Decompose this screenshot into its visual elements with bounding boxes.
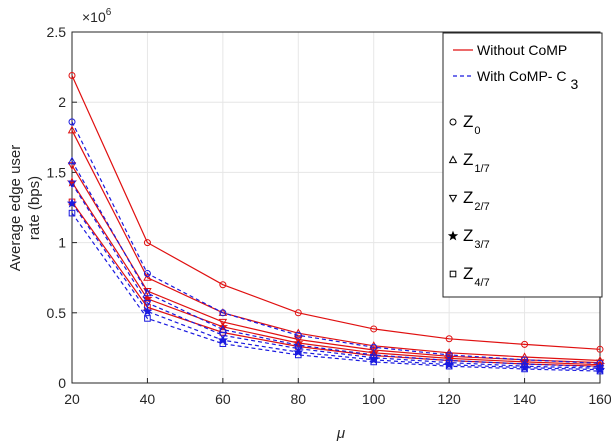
legend-marker-triangle-down	[448, 194, 458, 203]
legend-marker-square	[449, 270, 457, 278]
data-point	[370, 358, 378, 366]
series-without-comp-circle	[68, 72, 604, 353]
data-point	[67, 156, 77, 165]
legend-entry-marker: Z4/7	[449, 264, 490, 289]
data-point	[294, 336, 303, 345]
x-tick-label: 160	[588, 391, 611, 407]
legend-entry-marker: Z1/7	[448, 150, 490, 175]
data-point	[294, 345, 303, 354]
x-axis-label: μ	[336, 425, 345, 442]
data-point	[294, 351, 302, 359]
data-point	[143, 273, 152, 281]
data-point	[370, 325, 378, 333]
y-axis-multiplier: ×106	[82, 7, 112, 25]
legend-entry-marker: Z0	[449, 112, 481, 137]
y-tick-label: 1.5	[47, 164, 67, 180]
series-line	[71, 160, 601, 368]
x-tick-label: 120	[437, 391, 461, 407]
data-point	[143, 299, 152, 308]
data-point	[219, 309, 227, 317]
series-with-comp-square	[68, 209, 604, 375]
data-point	[219, 281, 227, 289]
x-tick-label: 100	[362, 391, 386, 407]
data-point	[445, 335, 453, 343]
series-line	[71, 121, 601, 364]
data-point	[67, 180, 77, 189]
x-tick-label: 140	[513, 391, 537, 407]
data-point	[67, 162, 77, 171]
data-point	[293, 337, 304, 348]
series-line	[71, 130, 601, 362]
x-axis-ticks: 20 40 60 80 100 120 140 160	[64, 378, 611, 407]
data-series	[66, 72, 606, 375]
legend-marker-label: Z2/7	[463, 188, 490, 213]
legend-entry-line: Without CoMP	[453, 42, 567, 58]
data-point	[294, 331, 302, 339]
y-tick-label: 1	[58, 235, 66, 251]
data-point	[521, 340, 529, 348]
y-axis-label-line-1: Average edge user	[7, 145, 24, 271]
data-point	[218, 332, 228, 340]
series-with-comp-circle	[68, 118, 604, 367]
data-point	[521, 365, 528, 373]
series-line	[71, 212, 601, 372]
data-point	[596, 367, 604, 375]
data-point	[445, 362, 453, 370]
data-point	[294, 309, 302, 317]
legend-marker-circle	[449, 118, 457, 126]
data-point	[66, 197, 78, 208]
data-point	[217, 334, 229, 345]
data-point	[143, 287, 152, 296]
legend-marker-label: Z4/7	[463, 264, 490, 289]
y-tick-label: 0.5	[47, 305, 67, 321]
data-point	[67, 125, 77, 134]
data-point	[68, 118, 76, 126]
y-axis-label-line-2: rate (bps)	[26, 176, 43, 240]
data-point	[218, 318, 228, 327]
data-point	[143, 239, 151, 247]
x-tick-label: 20	[64, 391, 80, 407]
series-line	[71, 183, 601, 369]
legend-entry-marker: Z2/7	[448, 188, 490, 213]
y-tick-label: 2	[58, 94, 66, 110]
y-tick-label: 0	[58, 375, 66, 391]
y-axis-ticks: 0 0.5 1 1.5 2 2.5	[47, 24, 77, 391]
data-point	[143, 269, 151, 277]
series-line	[71, 181, 601, 366]
legend-marker-label: Z3/7	[463, 226, 490, 251]
legend-entry-marker: Z3/7	[447, 226, 490, 251]
legend-marker-star	[447, 230, 459, 241]
data-point	[143, 288, 152, 297]
data-point	[142, 306, 153, 316]
legend-box	[442, 32, 603, 298]
x-tick-label: 80	[290, 391, 306, 407]
y-tick-label: 2.5	[47, 24, 67, 40]
legend: Without CoMP With CoMP- C 3 Z0 Z1/7 Z2/7 Z3/7 Z…	[442, 32, 603, 298]
data-point	[596, 345, 604, 353]
y-axis-label: Average edge user rate (bps)	[7, 145, 43, 271]
data-point	[219, 340, 227, 347]
series-line	[71, 75, 601, 350]
legend-marker-label: Z1/7	[463, 150, 490, 175]
legend-marker-triangle-up	[448, 155, 458, 164]
legend-line-label: Without CoMP	[477, 42, 567, 58]
x-tick-label: 60	[215, 391, 231, 407]
data-point	[68, 72, 76, 80]
data-point	[370, 343, 378, 351]
data-point	[144, 315, 151, 322]
data-point	[68, 209, 76, 217]
x-tick-label: 40	[140, 391, 156, 407]
legend-marker-label: Z0	[463, 112, 481, 137]
